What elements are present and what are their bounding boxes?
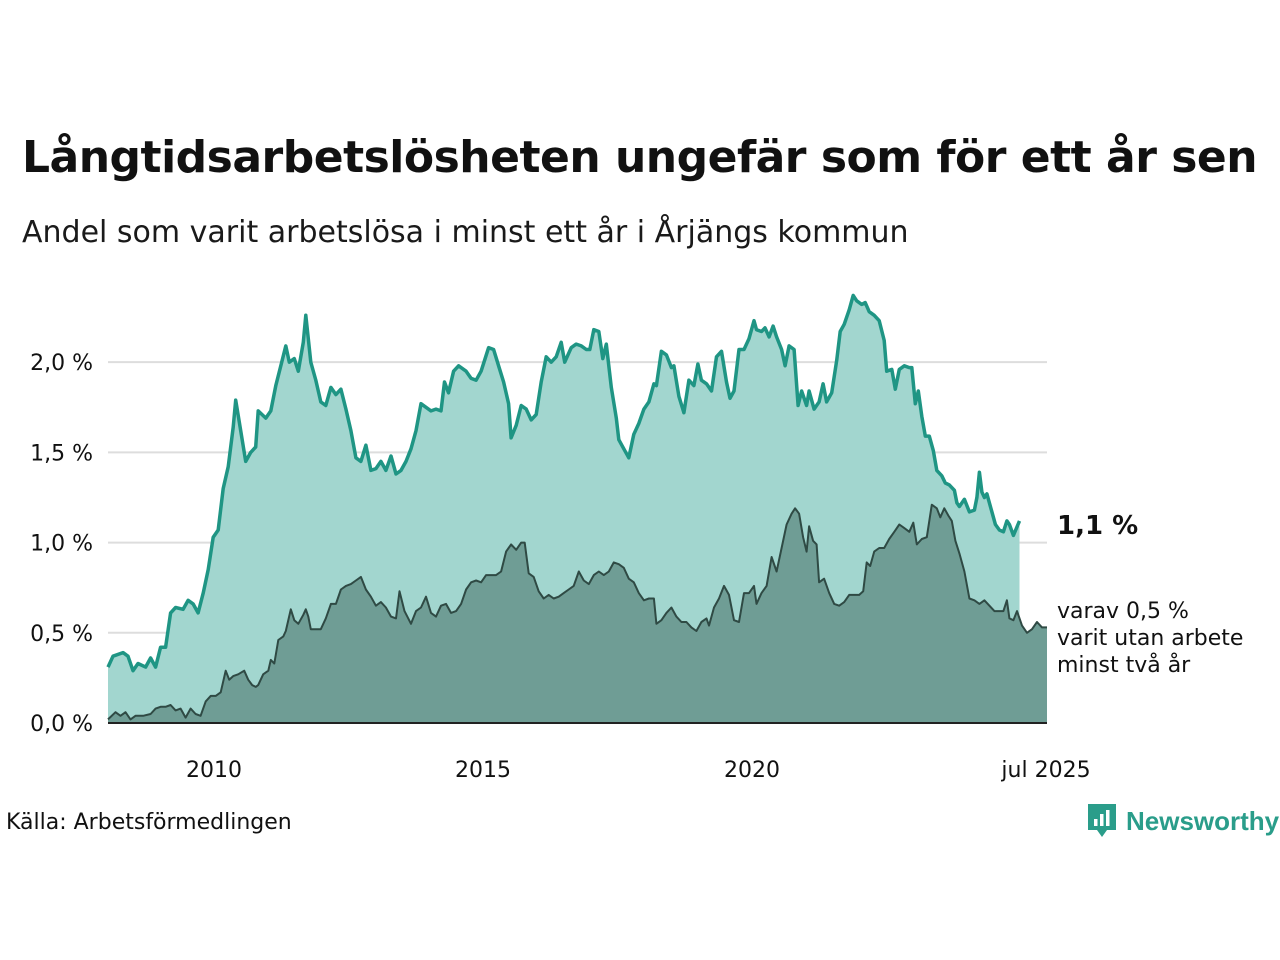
y-tick-label: 0,0 % — [30, 712, 93, 737]
y-tick-label: 2,0 % — [30, 351, 93, 376]
source-note: Källa: Arbetsförmedlingen — [6, 810, 292, 835]
x-tick-label: 2010 — [186, 758, 242, 783]
series-area-minst_tva_ar — [108, 504, 1047, 723]
chart-title: Långtidsarbetslösheten ungefär som för e… — [22, 132, 1258, 183]
x-tick-label: 2015 — [455, 758, 511, 783]
lower-end-label-line: minst två år — [1057, 652, 1191, 678]
x-tick-label: jul 2025 — [1000, 758, 1090, 783]
area-layer — [106, 293, 1047, 723]
lower-end-label-line: varav 0,5 % — [1057, 599, 1189, 624]
series-line-minst_tva_ar — [107, 503, 1047, 721]
y-tick-label: 1,5 % — [30, 441, 93, 466]
chart-subtitle: Andel som varit arbetslösa i minst ett å… — [22, 215, 909, 250]
axis-layer: 0,0 % 0,5 % 1,0 % 1,5 % 2,0 % 2010 2015 2020 jul… — [30, 351, 1090, 783]
x-tick-label: 2020 — [724, 758, 780, 783]
upper-end-label: 1,1 % — [1057, 511, 1138, 541]
lower-end-label-line: varit utan arbete — [1057, 626, 1243, 651]
y-tick-label: 0,5 % — [30, 622, 93, 647]
brand-logo[interactable]: Newsworthy — [1088, 804, 1279, 838]
newsworthy-logo-icon — [1088, 804, 1116, 837]
y-tick-label: 1,0 % — [30, 532, 93, 557]
brand-name: Newsworthy — [1126, 805, 1280, 836]
series-line-minst_ett_ar — [106, 293, 1022, 673]
